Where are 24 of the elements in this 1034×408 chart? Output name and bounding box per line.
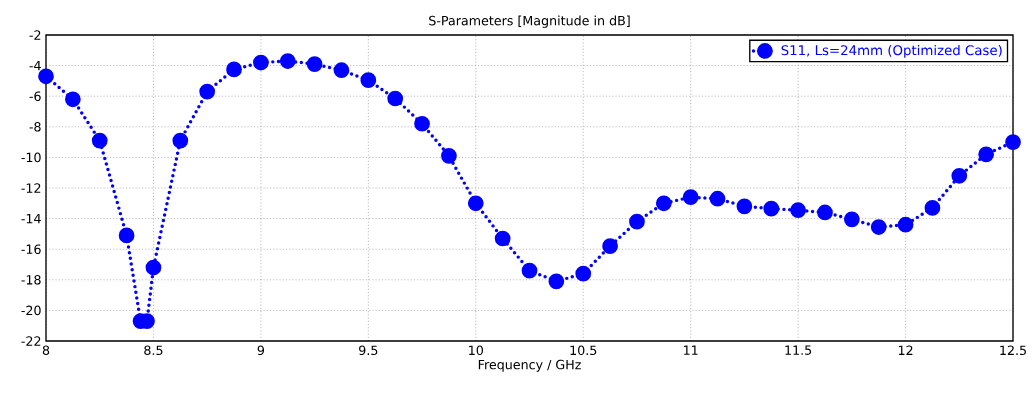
y-tick-label: -4 [29,60,41,71]
legend-label: S11, Ls=24mm (Optimized Case) [781,44,1002,58]
y-tick-label: -22 [21,336,41,346]
y-tick-label: -6 [29,91,41,101]
x-tick-label: 8.5 [144,345,163,356]
x-tick-label: 11 [684,345,698,355]
x-axis-title: Frequency / GHz [478,359,581,372]
x-tick-label: 9 [257,345,265,356]
x-tick-label: 9.5 [359,345,378,356]
y-tick-label: -8 [29,122,41,132]
y-tick-label: -14 [21,213,41,224]
y-tick-label: -10 [21,152,41,163]
x-tick-label: 12.5 [1000,345,1027,356]
y-tick-label: -18 [21,275,41,285]
x-tick-label: 8 [42,345,50,356]
y-tick-label: -12 [21,183,41,193]
y-tick-label: -20 [21,305,41,316]
x-tick-label: 10 [469,345,483,356]
chart-title: S-Parameters [Magnitude in dB] [429,15,630,28]
y-tick-label: -16 [21,244,41,254]
x-tick-label: 12 [898,345,913,355]
x-tick-label: 10.5 [570,345,597,356]
x-tick-label: 11.5 [785,345,812,355]
y-tick-label: -2 [29,30,41,40]
